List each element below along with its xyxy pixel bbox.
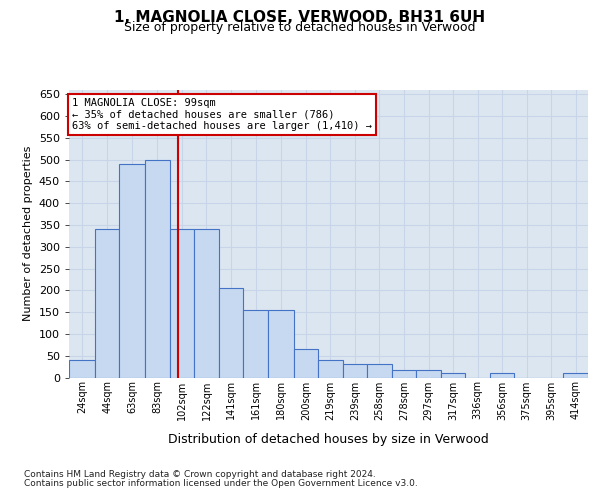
Text: Size of property relative to detached houses in Verwood: Size of property relative to detached ho… (124, 21, 476, 34)
Bar (145, 160, 170, 378)
Bar (268, 310, 293, 378)
Bar (343, 364, 367, 378)
Bar (490, 373, 514, 378)
Bar (219, 288, 243, 378)
Bar (563, 373, 588, 378)
Text: Contains HM Land Registry data © Crown copyright and database right 2024.: Contains HM Land Registry data © Crown c… (24, 470, 376, 479)
Text: Contains public sector information licensed under the Open Government Licence v3: Contains public sector information licen… (24, 479, 418, 488)
Bar (367, 364, 392, 378)
Text: 1, MAGNOLIA CLOSE, VERWOOD, BH31 6UH: 1, MAGNOLIA CLOSE, VERWOOD, BH31 6UH (115, 10, 485, 25)
Bar (441, 373, 466, 378)
Bar (243, 310, 268, 378)
Y-axis label: Number of detached properties: Number of detached properties (23, 146, 33, 322)
Bar (318, 360, 343, 378)
Bar (293, 349, 318, 378)
Bar (416, 370, 441, 378)
Text: 1 MAGNOLIA CLOSE: 99sqm
← 35% of detached houses are smaller (786)
63% of semi-d: 1 MAGNOLIA CLOSE: 99sqm ← 35% of detache… (72, 98, 372, 131)
Bar (170, 230, 194, 378)
Bar (194, 230, 219, 378)
Bar (69, 360, 95, 378)
Text: Distribution of detached houses by size in Verwood: Distribution of detached houses by size … (169, 432, 489, 446)
Bar (119, 164, 145, 378)
Bar (95, 230, 119, 378)
Bar (392, 370, 416, 378)
